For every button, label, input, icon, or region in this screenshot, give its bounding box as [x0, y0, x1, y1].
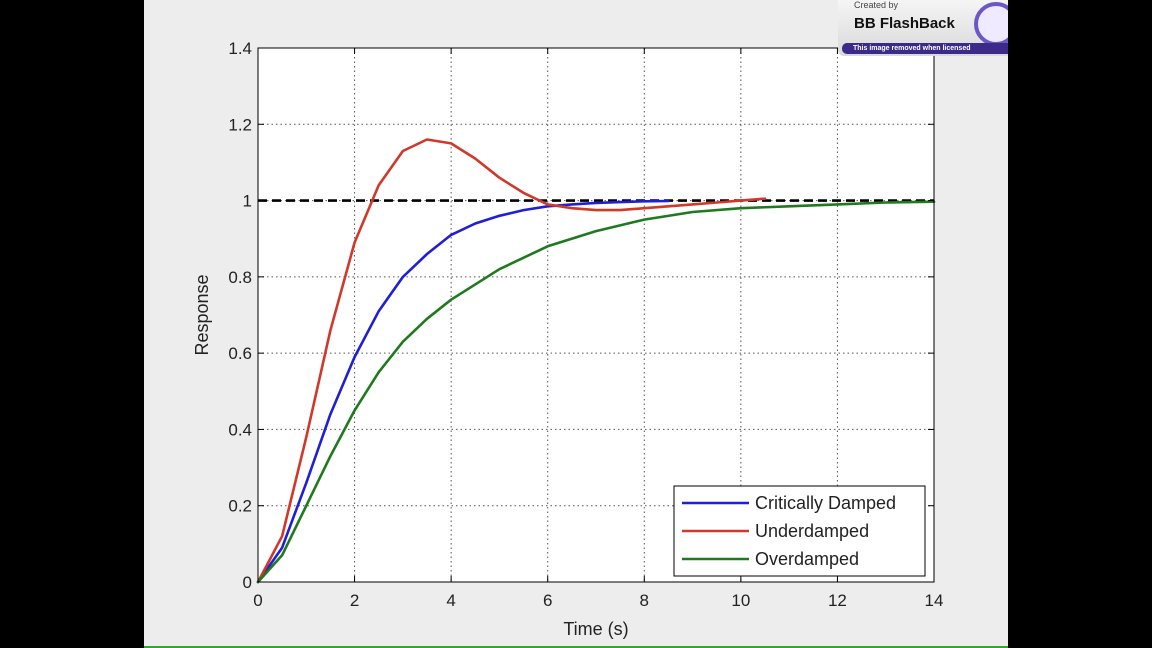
- y-tick-label: 0.2: [228, 497, 252, 516]
- response-chart: 0 2 4 6 8 10 12 14 0 0.2 0.4 0.6 0.8 1 1.2 1.4 Time (s) R…: [192, 39, 944, 639]
- x-axis-label: Time (s): [563, 619, 628, 639]
- x-tick-label: 0: [253, 591, 262, 610]
- watermark-brand: BB FlashBack: [854, 15, 955, 32]
- y-axis-label: Response: [192, 274, 212, 355]
- y-tick-label: 0.4: [228, 420, 252, 439]
- x-tick-label: 2: [350, 591, 359, 610]
- y-tick-label: 1.2: [228, 115, 252, 134]
- x-tick-label: 10: [731, 591, 750, 610]
- legend-label: Overdamped: [755, 549, 859, 569]
- y-tick-label: 1: [243, 192, 252, 211]
- bottom-divider: [144, 646, 1008, 648]
- axes-box: [257, 47, 935, 583]
- series-line-overdamped: [256, 200, 936, 584]
- x-tick-label: 12: [828, 591, 847, 610]
- series-line-critically-damped: [256, 199, 670, 584]
- y-tick-label: 1.4: [228, 39, 252, 58]
- legend-label: Underdamped: [755, 521, 869, 541]
- flashback-watermark: Created by BB FlashBack This image remov…: [838, 0, 1008, 56]
- figure-window: 0 2 4 6 8 10 12 14 0 0.2 0.4 0.6 0.8 1 1.2 1.4 Time (s) R…: [144, 0, 1008, 648]
- watermark-created-by: Created by: [854, 0, 899, 10]
- x-tick-label: 6: [543, 591, 552, 610]
- series-line-underdamped: [256, 138, 767, 584]
- watermark-notice: This image removed when licensed: [842, 43, 1008, 54]
- x-tick-label: 4: [446, 591, 455, 610]
- y-tick-label: 0.6: [228, 344, 252, 363]
- x-tick-label: 14: [925, 591, 944, 610]
- flashback-logo-icon: [974, 2, 1008, 46]
- x-tick-label: 8: [640, 591, 649, 610]
- legend-label: Critically Damped: [755, 493, 896, 513]
- y-tick-label: 0: [243, 573, 252, 592]
- y-tick-label: 0.8: [228, 268, 252, 287]
